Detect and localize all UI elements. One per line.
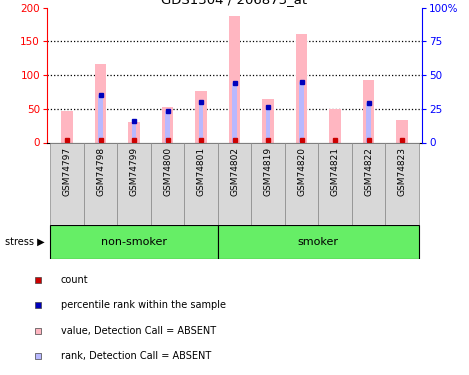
Text: rank, Detection Call = ABSENT: rank, Detection Call = ABSENT <box>61 351 211 361</box>
Bar <box>366 104 371 142</box>
Bar <box>199 102 203 142</box>
Bar <box>128 122 140 142</box>
Text: GSM74801: GSM74801 <box>197 147 205 196</box>
Text: GSM74798: GSM74798 <box>96 147 105 196</box>
Bar <box>229 16 240 143</box>
Text: value, Detection Call = ABSENT: value, Detection Call = ABSENT <box>61 326 216 336</box>
Bar <box>132 121 136 142</box>
Bar <box>162 107 174 142</box>
FancyBboxPatch shape <box>50 225 218 259</box>
FancyBboxPatch shape <box>151 142 184 225</box>
Bar <box>195 91 207 142</box>
Text: GSM74820: GSM74820 <box>297 147 306 196</box>
Text: GSM74819: GSM74819 <box>264 147 272 196</box>
Text: GSM74799: GSM74799 <box>129 147 138 196</box>
Bar <box>266 107 270 142</box>
FancyBboxPatch shape <box>84 142 117 225</box>
Text: percentile rank within the sample: percentile rank within the sample <box>61 300 226 310</box>
Bar <box>166 111 169 142</box>
Bar <box>262 99 274 142</box>
Text: GSM74823: GSM74823 <box>398 147 407 196</box>
Bar <box>396 120 408 142</box>
Bar <box>61 111 73 142</box>
Text: count: count <box>61 274 89 285</box>
FancyBboxPatch shape <box>318 142 352 225</box>
Bar <box>363 80 374 142</box>
FancyBboxPatch shape <box>251 142 285 225</box>
Text: GSM74800: GSM74800 <box>163 147 172 196</box>
Bar <box>295 34 307 142</box>
Bar <box>300 82 303 142</box>
FancyBboxPatch shape <box>184 142 218 225</box>
Bar <box>98 95 103 142</box>
Text: GSM74797: GSM74797 <box>62 147 71 196</box>
Text: GSM74822: GSM74822 <box>364 147 373 195</box>
FancyBboxPatch shape <box>285 142 318 225</box>
FancyBboxPatch shape <box>385 142 419 225</box>
Text: GSM74802: GSM74802 <box>230 147 239 196</box>
FancyBboxPatch shape <box>50 142 84 225</box>
Text: stress ▶: stress ▶ <box>5 237 44 247</box>
Title: GDS1304 / 206873_at: GDS1304 / 206873_at <box>161 0 308 6</box>
Bar <box>233 83 236 142</box>
FancyBboxPatch shape <box>352 142 385 225</box>
FancyBboxPatch shape <box>218 142 251 225</box>
FancyBboxPatch shape <box>218 225 419 259</box>
Bar <box>95 64 106 142</box>
Text: GSM74821: GSM74821 <box>331 147 340 196</box>
FancyBboxPatch shape <box>117 142 151 225</box>
Text: smoker: smoker <box>298 237 339 247</box>
Bar <box>329 110 341 142</box>
Text: non-smoker: non-smoker <box>101 237 167 247</box>
